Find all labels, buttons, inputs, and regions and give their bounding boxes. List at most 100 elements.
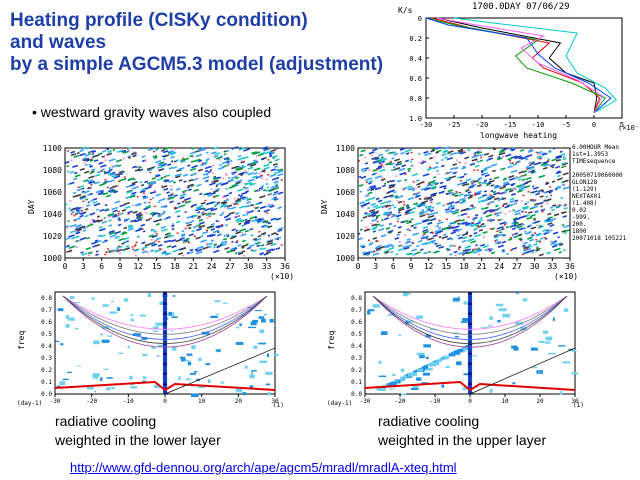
hov-x-tick: 33 [262, 262, 272, 271]
profile-day-label: 1700.0DAY 07/06/29 [472, 2, 570, 12]
spec-blob [562, 361, 571, 364]
hov-streak [442, 233, 448, 237]
hov-streak [557, 170, 561, 173]
hov-streak [179, 193, 187, 197]
spec-blob [489, 316, 493, 320]
hov-streak [475, 244, 478, 247]
hov-streak [195, 153, 203, 158]
hov-red-dot [73, 219, 76, 222]
hov-streak [157, 201, 160, 204]
hov-streak [507, 165, 513, 169]
hov-streak [278, 169, 284, 174]
hov-streak [159, 161, 165, 165]
hov-streak [274, 198, 278, 201]
hov-streak [77, 187, 83, 192]
spec-kelvin-line [469, 347, 576, 395]
hov-streak [197, 159, 203, 163]
hov-red-dot [376, 220, 379, 223]
hov-streak [428, 250, 431, 254]
hov-red-dot [432, 232, 434, 234]
hov-streak [488, 249, 492, 252]
hov-red-dot [496, 230, 499, 232]
spec-blob [531, 366, 538, 369]
hov-streak [425, 152, 432, 156]
spec-x-tick: 10 [501, 398, 509, 405]
hov-streak [404, 148, 412, 153]
hov-streak [501, 249, 505, 252]
source-link[interactable]: http://www.gfd-dennou.org/arch/ape/agcm5… [70, 460, 457, 475]
hov-red-dot [389, 206, 392, 208]
hov-streak [120, 231, 128, 236]
spec-y-tick: 0.4 [41, 343, 52, 350]
hov-streak [149, 190, 157, 195]
hov-red-dot [226, 164, 229, 166]
hov-streak [380, 178, 386, 182]
hov-streak [185, 222, 189, 225]
hov-streak [221, 243, 225, 246]
hov-red-dot [373, 251, 376, 253]
hov-streak [429, 231, 434, 234]
hov-streak [132, 210, 138, 214]
hov-red-dot [550, 194, 553, 197]
left-spec-unit-right: (1) [273, 402, 284, 409]
hov-streak [494, 209, 498, 212]
hov-red-dot [458, 161, 461, 164]
hov-streak [209, 168, 213, 172]
hov-red-dot [132, 248, 135, 251]
hov-red-dot [509, 160, 511, 162]
hov-streak [427, 221, 432, 225]
hov-streak [77, 224, 82, 227]
hov-streak [112, 214, 118, 218]
hov-streak [127, 210, 133, 214]
hov-streak [412, 253, 417, 256]
hov-streak [137, 168, 144, 172]
hov-red-dot [446, 203, 449, 205]
hov-streak [434, 229, 442, 233]
spec-dispersion-curve [62, 295, 268, 348]
hov-streak [79, 214, 84, 218]
spec-blob [147, 293, 152, 297]
hov-streak [197, 215, 201, 218]
hov-streak [502, 234, 506, 237]
hov-streak [556, 185, 562, 189]
spec-blob [448, 353, 455, 357]
hov-streak [528, 211, 533, 214]
side-text-line: (1.129) [572, 186, 598, 193]
hov-streak [467, 196, 473, 200]
hov-red-dot [376, 249, 379, 251]
hov-streak [112, 148, 116, 152]
hov-streak [190, 205, 194, 208]
hov-streak [358, 175, 362, 178]
right-caption: radiative cooling weighted in the upper … [378, 412, 546, 450]
hov-streak [360, 219, 363, 222]
hov-streak [396, 195, 404, 199]
hov-streak [504, 205, 510, 209]
hov-streak [256, 189, 261, 192]
hov-streak [119, 203, 126, 208]
hov-streak [95, 190, 102, 194]
hov-red-dot [131, 246, 134, 248]
hov-streak [432, 165, 439, 170]
hov-streak [249, 163, 257, 167]
hov-streak [496, 157, 503, 161]
hov-streak [524, 202, 528, 206]
right-hov-side-text: 6.00HOUR Mean 1st=1.3953 TIMEsequence 2005… [572, 144, 638, 242]
hov-streak [107, 179, 115, 183]
hov-red-dot [107, 251, 109, 253]
hov-streak [76, 209, 80, 212]
spec-blob [103, 368, 109, 370]
hov-streak [91, 152, 95, 156]
hov-streak [124, 237, 130, 241]
hov-streak [457, 176, 460, 179]
hov-streak [561, 211, 567, 215]
hov-streak [399, 171, 407, 176]
hov-streak [493, 191, 500, 196]
hov-streak [125, 196, 131, 200]
hov-streak [128, 227, 134, 231]
hov-streak [84, 214, 89, 218]
profile-subtitle: longwave heating [480, 131, 558, 140]
hov-streak [263, 189, 267, 192]
hov-streak [188, 251, 194, 255]
profile-lines [425, 17, 618, 114]
hov-streak [397, 247, 405, 252]
